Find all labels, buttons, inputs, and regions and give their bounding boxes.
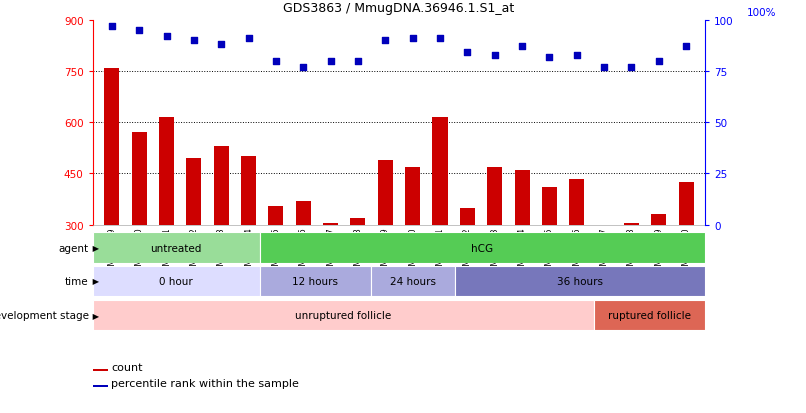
Text: 100%: 100% [747, 8, 776, 18]
Bar [93, 266, 260, 296]
Bar [459, 208, 475, 225]
Text: 0 hour: 0 hour [160, 276, 193, 286]
Text: count: count [111, 362, 143, 372]
Text: agent: agent [59, 243, 89, 253]
Point [488, 52, 501, 59]
Text: ▶: ▶ [90, 244, 99, 252]
Point [406, 36, 419, 43]
Point [351, 58, 364, 65]
Bar [514, 171, 530, 225]
Bar [93, 386, 108, 387]
Point [106, 24, 118, 30]
Text: untreated: untreated [151, 243, 202, 253]
Point [214, 42, 227, 48]
Bar [378, 160, 393, 225]
Point [597, 64, 610, 71]
Bar [679, 183, 694, 225]
Bar [594, 300, 705, 330]
Text: ▶: ▶ [90, 277, 99, 285]
Bar [405, 167, 420, 225]
Bar [131, 133, 147, 225]
Bar [260, 233, 705, 263]
Point [242, 36, 255, 43]
Bar [296, 201, 311, 225]
Bar [186, 159, 202, 225]
Text: hCG: hCG [472, 243, 493, 253]
Point [188, 38, 201, 45]
Bar [569, 179, 584, 225]
Bar [651, 215, 667, 225]
Bar [93, 300, 594, 330]
Text: 36 hours: 36 hours [557, 276, 603, 286]
Point [625, 64, 638, 71]
Text: ruptured follicle: ruptured follicle [608, 310, 691, 320]
Point [379, 38, 392, 45]
Text: time: time [65, 276, 89, 286]
Point [133, 28, 146, 34]
Point [434, 36, 447, 43]
Point [297, 64, 310, 71]
Bar [487, 167, 502, 225]
Bar [159, 118, 174, 225]
Text: unruptured follicle: unruptured follicle [295, 310, 392, 320]
Point [516, 44, 529, 50]
Bar [624, 223, 639, 225]
Bar [260, 266, 371, 296]
Bar [433, 118, 447, 225]
Point [160, 34, 173, 40]
Text: ▶: ▶ [90, 311, 99, 320]
Title: GDS3863 / MmugDNA.36946.1.S1_at: GDS3863 / MmugDNA.36946.1.S1_at [284, 2, 514, 15]
Bar [542, 188, 557, 225]
Point [324, 58, 337, 65]
Text: development stage: development stage [0, 310, 89, 320]
Point [571, 52, 584, 59]
Text: 12 hours: 12 hours [293, 276, 339, 286]
Point [543, 54, 556, 61]
Bar [93, 369, 108, 371]
Bar [371, 266, 455, 296]
Bar [93, 233, 260, 263]
Bar [214, 147, 229, 225]
Point [269, 58, 282, 65]
Bar [351, 218, 365, 225]
Bar [323, 223, 339, 225]
Text: 24 hours: 24 hours [390, 276, 436, 286]
Point [652, 58, 665, 65]
Bar [455, 266, 705, 296]
Point [461, 50, 474, 57]
Text: percentile rank within the sample: percentile rank within the sample [111, 378, 299, 388]
Bar [241, 157, 256, 225]
Point [679, 44, 692, 50]
Bar [104, 68, 119, 225]
Bar [268, 206, 284, 225]
